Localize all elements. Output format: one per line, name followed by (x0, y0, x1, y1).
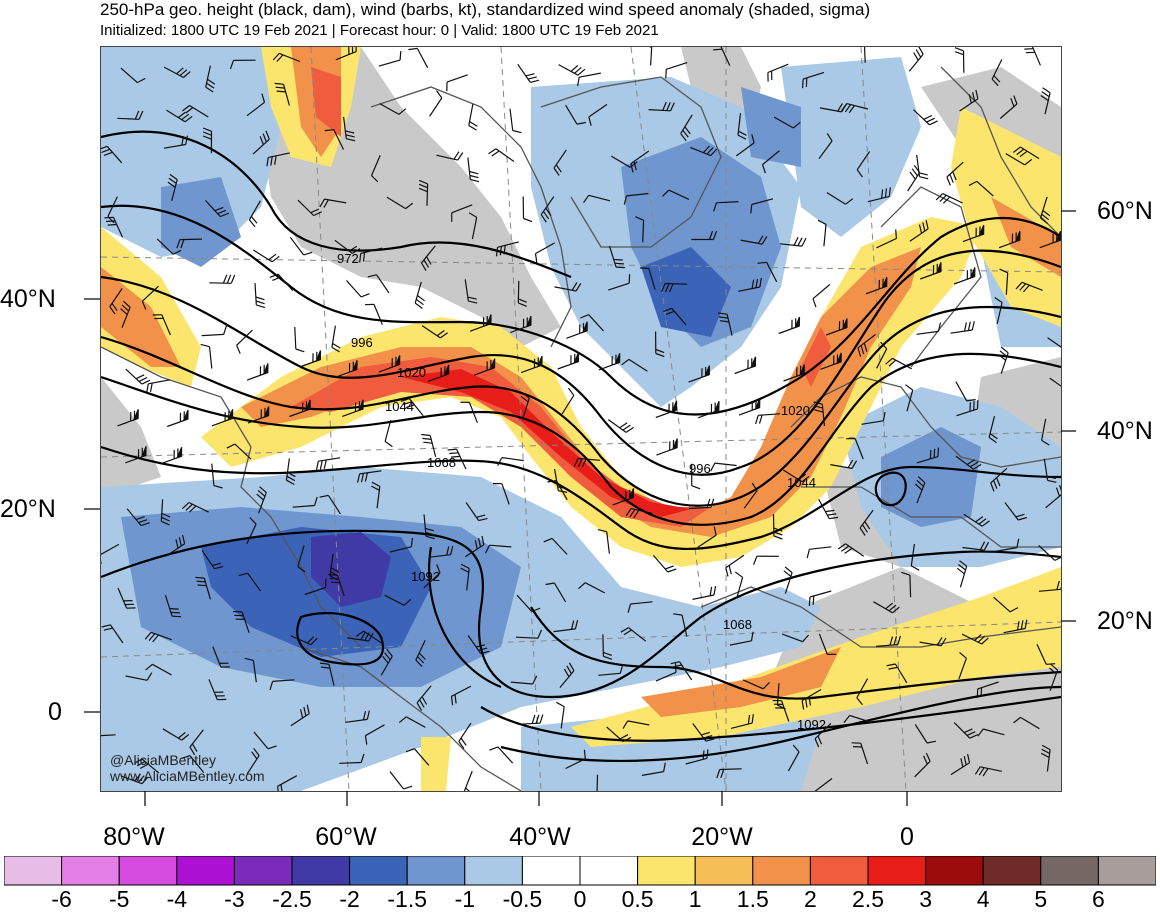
colorbar-segment (350, 856, 408, 885)
colorbar-segment (407, 856, 465, 885)
colorbar-tick-label: -1 (455, 886, 475, 913)
colorbar-segment (1041, 856, 1099, 885)
lon-label-20w: 20°W (691, 823, 752, 852)
lon-label-0: 0 (900, 823, 914, 852)
colorbar-segment (62, 856, 120, 885)
colorbar-tick-label: -2.5 (272, 886, 312, 913)
colorbar-segment (638, 856, 696, 885)
colorbar-segment (177, 856, 235, 885)
colorbar-tick-label: 2.5 (852, 886, 884, 913)
colorbar-tick-label: -5 (109, 886, 129, 913)
lon-label-40w: 40°W (509, 823, 570, 852)
colorbar-segment (810, 856, 868, 885)
colorbar-segment (4, 856, 62, 885)
colorbar-tick-label: 6 (1092, 886, 1105, 913)
colorbar-segment (983, 856, 1041, 885)
colorbar-segment (234, 856, 292, 885)
colorbar-segment (1098, 856, 1156, 885)
colorbar-segment (522, 856, 580, 885)
colorbar-tick-label: 5 (1034, 886, 1047, 913)
colorbar-tick-label: 3 (919, 886, 932, 913)
colorbar-tick-label: -6 (51, 886, 71, 913)
credits: @AliciaMBentley www.AliciaMBentley.com (110, 752, 265, 784)
colorbar-tick-label: -4 (167, 886, 187, 913)
lon-label-60w: 60°W (315, 823, 376, 852)
lon-label-80w: 80°W (103, 823, 164, 852)
colorbar-segment (753, 856, 811, 885)
colorbar-tick-label: 0.5 (622, 886, 654, 913)
colorbar-tick-label: -1.5 (387, 886, 427, 913)
colorbar-segment (868, 856, 926, 885)
colorbar-tick-label: 1.5 (737, 886, 769, 913)
colorbar-tick-label: 0 (574, 886, 587, 913)
colorbar-tick-label: -0.5 (503, 886, 543, 913)
colorbar-segment (695, 856, 753, 885)
colorbar-tick-label: 2 (804, 886, 817, 913)
colorbar-segment (465, 856, 523, 885)
colorbar (4, 856, 1156, 886)
colorbar-tick-label: -2 (339, 886, 359, 913)
colorbar-segment (580, 856, 638, 885)
colorbar-segment (119, 856, 177, 885)
credit-site: www.AliciaMBentley.com (110, 768, 265, 784)
colorbar-segment (926, 856, 984, 885)
colorbar-tick-label: 1 (689, 886, 702, 913)
colorbar-tick-label: -3 (224, 886, 244, 913)
colorbar-segment (292, 856, 350, 885)
credit-handle: @AliciaMBentley (110, 752, 265, 768)
colorbar-tick-label: 4 (977, 886, 990, 913)
